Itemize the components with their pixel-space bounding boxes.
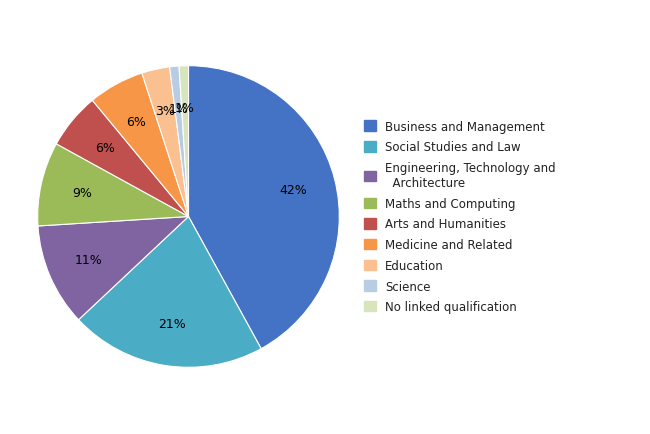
- Text: 6%: 6%: [126, 115, 146, 128]
- Text: 6%: 6%: [95, 141, 115, 155]
- Wedge shape: [92, 74, 188, 217]
- Text: 3%: 3%: [155, 105, 175, 118]
- Text: 1%: 1%: [168, 103, 188, 115]
- Legend: Business and Management, Social Studies and Law, Engineering, Technology and
  A: Business and Management, Social Studies …: [364, 121, 556, 313]
- Wedge shape: [38, 145, 188, 227]
- Text: 21%: 21%: [158, 318, 185, 330]
- Wedge shape: [57, 101, 188, 217]
- Wedge shape: [170, 67, 188, 217]
- Text: 9%: 9%: [73, 187, 92, 200]
- Wedge shape: [179, 66, 188, 217]
- Text: 42%: 42%: [280, 184, 307, 197]
- Wedge shape: [142, 68, 188, 217]
- Text: 1%: 1%: [175, 102, 195, 115]
- Wedge shape: [188, 66, 339, 349]
- Text: 11%: 11%: [75, 253, 103, 266]
- Wedge shape: [79, 217, 261, 368]
- Wedge shape: [38, 217, 188, 320]
